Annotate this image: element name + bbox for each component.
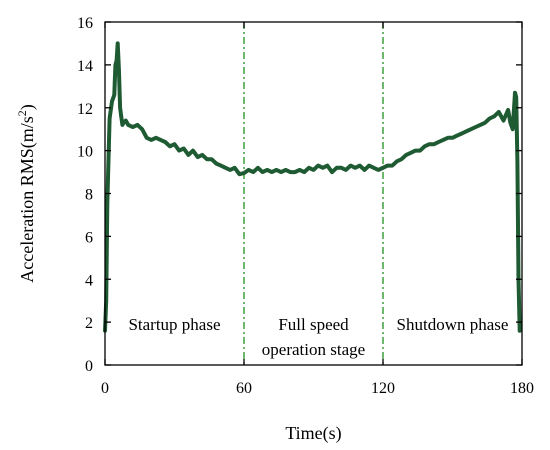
y-tick-label: 10 — [77, 144, 93, 161]
x-tick-label: 0 — [101, 380, 109, 397]
y-axis-label-main: Acceleration RMS(m/s — [17, 116, 38, 282]
y-axis-label: Acceleration RMS(m/s2) — [15, 104, 38, 282]
y-tick-label: 16 — [77, 15, 93, 32]
y-tick-label: 4 — [85, 272, 93, 289]
x-tick-label: 120 — [371, 380, 395, 397]
x-axis-label: Time(s) — [285, 423, 341, 444]
y-axis-label-superscript: 2 — [15, 110, 29, 116]
axis-ticks: 0 60 120 180 0 2 4 6 8 10 12 14 16 — [77, 15, 534, 397]
phase-label: Shutdown phase — [397, 315, 509, 334]
y-tick-label: 8 — [85, 187, 93, 204]
phase-dividers — [243, 22, 384, 365]
y-tick-label: 12 — [77, 101, 93, 118]
plot-frame — [104, 21, 523, 366]
y-tick-label: 0 — [85, 358, 93, 375]
x-tick-label: 180 — [510, 380, 534, 397]
y-axis-label-tail: ) — [17, 104, 38, 110]
series-line — [103, 41, 522, 333]
y-tick-label: 6 — [85, 229, 93, 246]
phase-label: operation stage — [262, 340, 365, 359]
y-tick-label: 2 — [85, 315, 93, 332]
series-group — [103, 41, 522, 333]
x-tick-label: 60 — [236, 380, 252, 397]
y-tick-label: 14 — [77, 58, 93, 75]
phase-label: Startup phase — [128, 315, 220, 334]
phase-labels: Startup phase Full speed operation stage Sh… — [128, 315, 508, 359]
phase-label: Full speed — [278, 315, 349, 334]
